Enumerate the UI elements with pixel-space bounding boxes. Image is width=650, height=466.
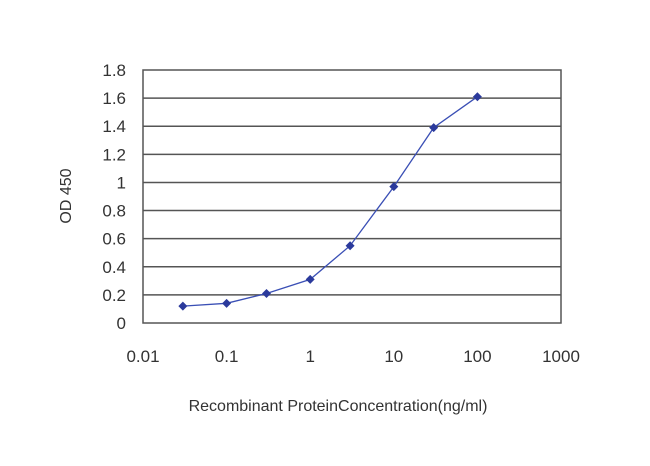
x-tick-label: 1000	[542, 347, 580, 366]
y-tick-label: 0.6	[102, 230, 126, 249]
data-point	[429, 123, 439, 133]
grid-lines	[143, 97, 561, 296]
x-axis-title: Recombinant ProteinConcentration(ng/ml)	[189, 398, 488, 415]
y-tick-label: 1	[117, 173, 126, 192]
series-line	[182, 96, 478, 307]
x-tick-label: 100	[463, 347, 491, 366]
x-tick-label: 10	[384, 347, 403, 366]
y-tick-label: 1.8	[102, 61, 126, 80]
y-tick-label: 1.6	[102, 89, 126, 108]
data-point	[472, 92, 482, 102]
data-point	[305, 274, 315, 284]
y-tick-label: 1.4	[102, 117, 126, 136]
y-tick-label: 0.4	[102, 258, 126, 277]
x-axis-ticks: 0.01 0.1 1 10 100 1000	[126, 347, 579, 366]
y-tick-label: 0	[117, 314, 126, 333]
data-point	[178, 301, 188, 311]
y-axis-title: OD 450	[58, 168, 75, 223]
x-tick-label: 0.01	[126, 347, 159, 366]
y-tick-label: 0.8	[102, 202, 126, 221]
y-tick-label: 1.2	[102, 145, 126, 164]
plot-area	[142, 69, 562, 324]
x-tick-label: 0.1	[215, 347, 239, 366]
data-point	[261, 288, 271, 298]
data-point	[389, 182, 399, 192]
data-point	[222, 298, 232, 308]
y-axis-ticks: 0 0.2 0.4 0.6 0.8 1 1.2 1.4 1.6 1.8	[102, 61, 126, 333]
data-point	[345, 241, 355, 251]
x-tick-label: 1	[305, 347, 314, 366]
series-layer	[178, 92, 482, 311]
y-tick-label: 0.2	[102, 286, 126, 305]
